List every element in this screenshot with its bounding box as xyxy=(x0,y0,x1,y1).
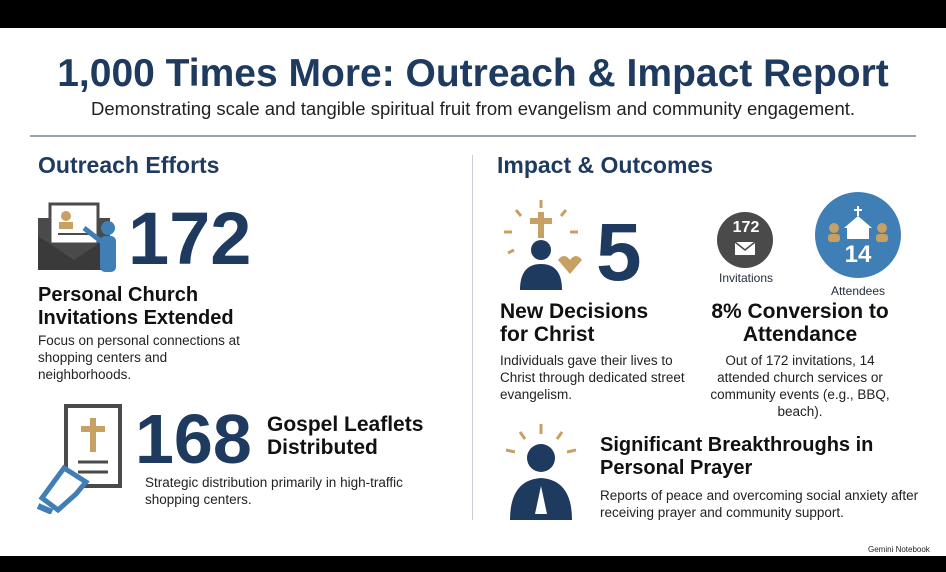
invitations-number: 172 xyxy=(128,197,252,280)
leaflets-number: 168 xyxy=(135,400,252,478)
invitations-description: Focus on personal connections at shoppin… xyxy=(38,333,240,382)
footer-brand: Gemini Notebook xyxy=(868,545,930,554)
invitations-count: 172 xyxy=(732,219,760,236)
leaflets-description: Strategic distribution primarily in high… xyxy=(145,475,403,507)
person-icon xyxy=(504,200,582,290)
invitations-caption: Invitations xyxy=(718,271,774,285)
title: 1,000 Times More: Outreach & Impact Repo… xyxy=(57,52,889,95)
decisions-description: Individuals gave their lives to Christ t… xyxy=(500,353,685,402)
conversion-icons xyxy=(717,192,901,278)
attendees-count: 14 xyxy=(844,241,872,268)
divider xyxy=(30,135,916,137)
top-bar xyxy=(0,0,946,28)
prayer-icon xyxy=(505,424,577,520)
decisions-label: New Decisions for Christ xyxy=(500,300,649,346)
section-heading: Impact & Outcomes xyxy=(497,152,713,178)
bottom-bar xyxy=(0,556,946,572)
leaflet-icon xyxy=(36,404,122,514)
conversion-label: 8% Conversion to Attendance xyxy=(711,300,889,346)
invitations-label: Personal Church Invitations Extended xyxy=(38,284,234,329)
column-divider xyxy=(472,155,473,520)
prayer-label: Significant Breakthroughs in Personal Pr… xyxy=(600,434,874,479)
attendees-caption: Attendees xyxy=(830,284,886,298)
envelope-icon xyxy=(38,202,116,272)
decisions-number: 5 xyxy=(596,207,642,298)
leaflets-label: Gospel Leaflets Distributed xyxy=(267,413,424,459)
subtitle: Demonstrating scale and tangible spiritu… xyxy=(90,98,856,119)
prayer-description: Reports of peace and overcoming social a… xyxy=(600,488,919,520)
section-heading: Outreach Efforts xyxy=(38,152,220,178)
conversion-description: Out of 172 invitations, 14 attended chur… xyxy=(710,353,890,419)
